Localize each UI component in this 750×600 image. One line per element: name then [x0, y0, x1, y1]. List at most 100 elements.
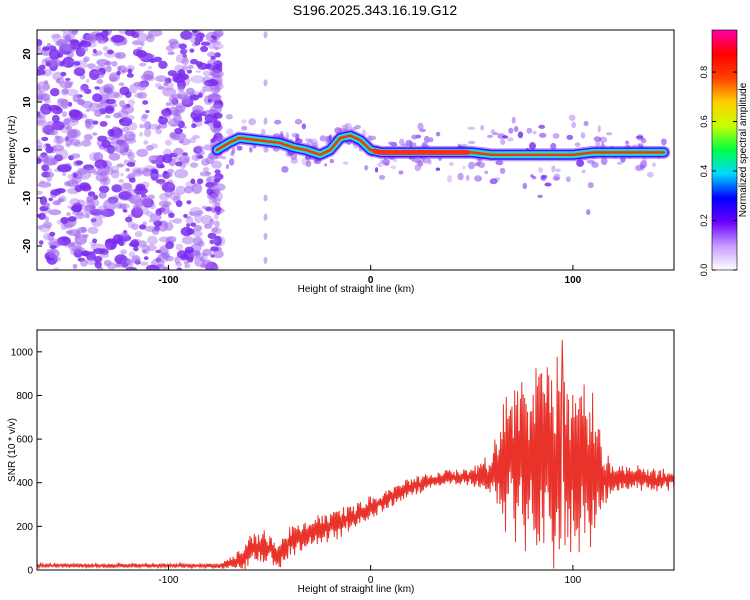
noise-speckle [108, 73, 119, 82]
noise-speckle [45, 146, 54, 154]
noise-speckle [60, 71, 67, 77]
noise-speckle [190, 178, 196, 185]
noise-speckle [192, 105, 204, 114]
noise-speckle [185, 216, 194, 225]
noise-speckle [114, 254, 128, 265]
noise-speckle [378, 175, 386, 180]
noise-speckle [211, 69, 221, 79]
noise-speckle [48, 197, 53, 202]
noise-speckle [197, 155, 204, 159]
noise-speckle [213, 266, 220, 270]
noise-speckle [530, 174, 534, 178]
noise-speckle [38, 64, 46, 71]
noise-speckle [140, 115, 148, 122]
noise-speckle [211, 38, 218, 44]
noise-speckle [91, 216, 103, 227]
noise-speckle [184, 263, 191, 269]
noise-speckle [62, 30, 76, 41]
noise-speckle [89, 209, 104, 216]
y-tick-label: 1000 [11, 347, 34, 358]
noise-speckle [120, 173, 124, 177]
noise-speckle [212, 120, 222, 129]
noise-speckle [85, 33, 97, 42]
noise-speckle [249, 146, 253, 153]
noise-speckle [155, 75, 168, 82]
noise-speckle [55, 188, 66, 194]
noise-speckle [571, 121, 576, 129]
noise-speckle [136, 50, 147, 58]
noise-speckle [176, 250, 187, 259]
noise-speckle [47, 172, 55, 178]
noise-speckle [82, 251, 88, 257]
noise-speckle [106, 262, 117, 270]
noise-speckle [132, 40, 142, 46]
noise-speckle [147, 66, 153, 70]
noise-speckle [202, 167, 210, 172]
noise-speckle [149, 213, 162, 222]
noise-speckle [105, 239, 112, 244]
noise-speckle [191, 123, 197, 129]
x-tick-label: 0 [368, 575, 374, 586]
noise-speckle [101, 30, 109, 38]
noise-speckle [189, 33, 201, 44]
noise-speckle [236, 145, 243, 151]
noise-speckle [209, 39, 217, 44]
noise-speckle [111, 61, 118, 67]
y-tick-label: -20 [22, 238, 33, 253]
noise-speckle [209, 218, 215, 226]
noise-speckle [147, 194, 155, 200]
noise-speckle [511, 116, 516, 124]
noise-speckle [37, 114, 46, 125]
noise-speckle [93, 194, 99, 200]
noise-speckle [46, 176, 52, 182]
noise-speckle [42, 157, 57, 166]
noise-speckle [587, 182, 594, 189]
noise-speckle [80, 46, 89, 53]
noise-speckle [162, 87, 177, 97]
noise-speckle [186, 216, 191, 220]
noise-speckle [69, 198, 81, 207]
noise-speckle [56, 164, 72, 173]
colorbar-gradient [712, 30, 737, 270]
noise-speckle [84, 88, 92, 95]
noise-speckle [94, 109, 103, 117]
noise-speckle [163, 170, 168, 175]
noise-speckle [145, 144, 154, 151]
noise-speckle [37, 39, 43, 47]
noise-speckle [457, 172, 464, 181]
noise-speckle [87, 63, 96, 69]
noise-speckle [635, 135, 644, 139]
noise-speckle [465, 174, 470, 182]
noise-speckle [566, 134, 574, 140]
noise-speckle [147, 235, 158, 246]
noise-speckle [170, 123, 177, 127]
noise-speckle [213, 178, 221, 183]
noise-speckle [513, 126, 519, 132]
noise-speckle [94, 159, 108, 169]
noise-speckle [143, 256, 149, 260]
noise-speckle [105, 65, 112, 73]
noise-speckle [79, 85, 89, 93]
noise-speckle [106, 146, 116, 153]
noise-speckle [158, 200, 172, 207]
noise-speckle [417, 160, 424, 167]
noise-speckle [213, 235, 222, 246]
noise-speckle [186, 69, 193, 74]
noise-speckle [111, 199, 116, 204]
noise-speckle [537, 194, 543, 198]
noise-speckle [72, 172, 78, 178]
colorbar-tick-label: 0.2 [699, 214, 709, 227]
noise-speckle [105, 98, 117, 105]
noise-speckle [48, 104, 61, 112]
noise-speckle [212, 198, 218, 203]
noise-speckle [37, 145, 43, 151]
noise-speckle [164, 139, 172, 146]
noise-speckle [226, 114, 233, 120]
noise-speckle [64, 116, 79, 127]
noise-speckle [150, 143, 158, 149]
noise-speckle [205, 206, 213, 212]
noise-speckle [178, 43, 187, 50]
noise-speckle [94, 261, 102, 269]
noise-speckle [180, 48, 187, 55]
